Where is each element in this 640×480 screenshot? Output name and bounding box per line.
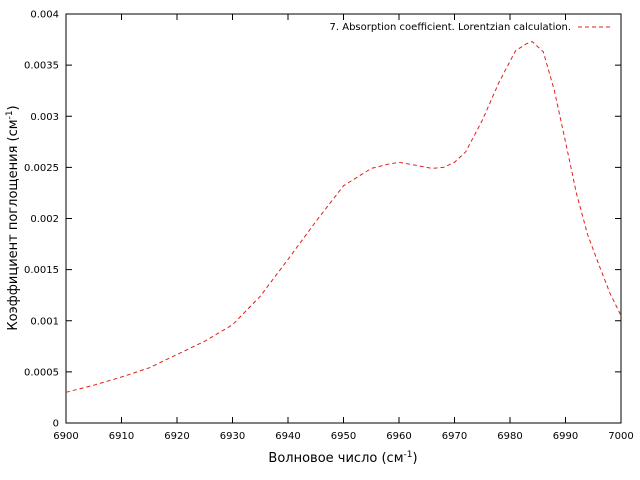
data-point bbox=[465, 152, 466, 153]
x-tick-label: 6910 bbox=[109, 431, 134, 442]
y-axis-tick-labels: 0 0.0005 0.001 0.0015 0.002 0.0025 0.003 0.0035… bbox=[24, 10, 59, 430]
data-point bbox=[598, 264, 599, 265]
data-point bbox=[526, 43, 527, 44]
x-tick-label: 6990 bbox=[553, 431, 578, 442]
data-point bbox=[543, 51, 544, 52]
y-tick-label: 0.002 bbox=[30, 214, 59, 225]
data-point bbox=[343, 185, 344, 186]
y-axis-title-tail: ) bbox=[6, 105, 21, 110]
y-axis-title: Коэффициент поглощения (см-1) bbox=[5, 105, 21, 330]
x-tick-label: 6930 bbox=[220, 431, 245, 442]
x-tick-label: 6970 bbox=[442, 431, 467, 442]
x-axis-tick-labels: 6900 6910 6920 6930 6940 6950 6960 6970 6980 6990… bbox=[53, 431, 633, 442]
plot-frame bbox=[65, 13, 622, 424]
y-tick-label: 0.0035 bbox=[24, 61, 59, 72]
x-tick-label: 6900 bbox=[53, 431, 78, 442]
x-tick-label: 6950 bbox=[331, 431, 356, 442]
data-point bbox=[177, 354, 178, 355]
data-point bbox=[149, 367, 150, 368]
data-point bbox=[288, 259, 289, 260]
y-tick-label: 0.0025 bbox=[24, 163, 59, 174]
x-tick-label: 6980 bbox=[497, 431, 522, 442]
data-point bbox=[93, 385, 94, 386]
y-tick-label: 0.0015 bbox=[24, 265, 59, 276]
y-axis-title-sup: -1 bbox=[5, 110, 15, 119]
series-line-absorption bbox=[65, 41, 622, 393]
data-point bbox=[371, 168, 372, 169]
data-point bbox=[66, 392, 67, 393]
series-points bbox=[66, 41, 622, 393]
x-tick-label: 6960 bbox=[386, 431, 411, 442]
x-axis-title-tail: ) bbox=[412, 451, 417, 466]
data-point bbox=[315, 221, 316, 222]
x-axis-title-main: Волновое число (см bbox=[268, 451, 403, 466]
data-point bbox=[121, 377, 122, 378]
data-point bbox=[482, 120, 483, 121]
data-point bbox=[415, 165, 416, 166]
y-tick-label: 0.003 bbox=[30, 112, 59, 123]
data-point bbox=[610, 293, 611, 294]
y-axis-title-main: Коэффициент поглощения (см bbox=[6, 119, 21, 330]
data-point bbox=[204, 341, 205, 342]
data-point bbox=[554, 90, 555, 91]
data-point bbox=[576, 194, 577, 195]
data-point bbox=[532, 41, 533, 42]
data-point bbox=[499, 82, 500, 83]
data-point bbox=[565, 141, 566, 142]
data-point bbox=[443, 167, 444, 168]
y-tick-label: 0.001 bbox=[30, 316, 59, 327]
legend-entry-label: 7. Absorption coefficient. Lorentzian ca… bbox=[330, 22, 571, 33]
data-point bbox=[399, 162, 400, 163]
x-tick-label: 6920 bbox=[164, 431, 189, 442]
x-tick-label: 7000 bbox=[608, 431, 633, 442]
y-tick-label: 0.0005 bbox=[24, 367, 59, 378]
y-axis-ticks bbox=[66, 13, 621, 424]
x-axis-title: Волновое число (см-1) bbox=[268, 450, 417, 466]
data-point bbox=[432, 168, 433, 169]
data-point bbox=[388, 164, 389, 165]
data-point bbox=[621, 315, 622, 316]
legend: 7. Absorption coefficient. Lorentzian ca… bbox=[330, 22, 611, 33]
data-point bbox=[587, 234, 588, 235]
x-axis-ticks bbox=[65, 14, 622, 423]
y-tick-label: 0.004 bbox=[30, 10, 59, 21]
data-point bbox=[454, 162, 455, 163]
data-point bbox=[232, 324, 233, 325]
x-axis-title-sup: -1 bbox=[404, 450, 413, 460]
x-tick-label: 6940 bbox=[275, 431, 300, 442]
y-tick-label: 0 bbox=[53, 419, 59, 430]
data-point bbox=[260, 296, 261, 297]
data-point bbox=[515, 50, 516, 51]
